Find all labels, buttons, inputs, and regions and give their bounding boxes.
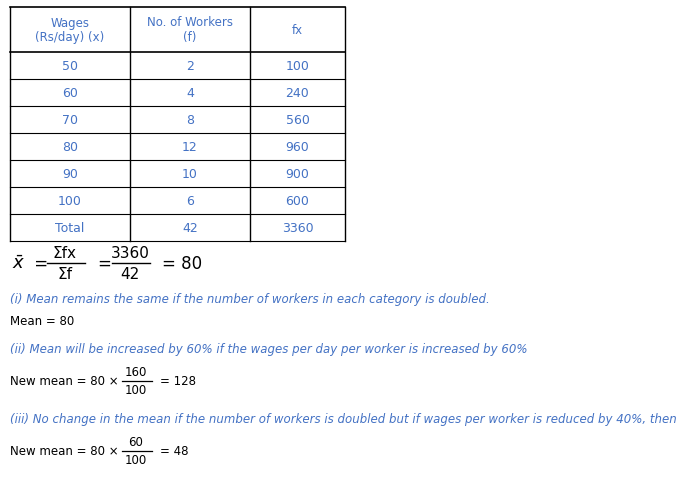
Text: Σf: Σf: [58, 267, 72, 282]
Text: 70: 70: [62, 114, 78, 127]
Text: 90: 90: [62, 167, 78, 181]
Text: =: =: [29, 255, 48, 272]
Text: 600: 600: [286, 195, 310, 208]
Text: 12: 12: [182, 141, 198, 154]
Text: 100: 100: [58, 195, 82, 208]
Text: Mean = 80: Mean = 80: [10, 315, 74, 328]
Text: Wages
(Rs/day) (x): Wages (Rs/day) (x): [35, 16, 105, 45]
Text: 100: 100: [125, 384, 147, 397]
Text: 3360: 3360: [111, 245, 149, 260]
Text: 560: 560: [286, 114, 310, 127]
Text: 42: 42: [182, 222, 198, 235]
Text: 900: 900: [286, 167, 310, 181]
Text: (iii) No change in the mean if the number of workers is doubled but if wages per: (iii) No change in the mean if the numbe…: [10, 413, 677, 425]
Text: 100: 100: [286, 60, 310, 73]
Text: Total: Total: [55, 222, 85, 235]
Text: (i) Mean remains the same if the number of workers in each category is doubled.: (i) Mean remains the same if the number …: [10, 293, 490, 306]
Text: 8: 8: [186, 114, 194, 127]
Text: 80: 80: [62, 141, 78, 154]
Text: = 128: = 128: [160, 375, 196, 388]
Text: 60: 60: [62, 87, 78, 100]
Text: 160: 160: [125, 366, 147, 378]
Text: = 80: = 80: [162, 255, 202, 272]
Text: 100: 100: [125, 454, 147, 467]
Text: =: =: [97, 255, 111, 272]
Text: 60: 60: [129, 436, 143, 449]
Text: New mean = 80 ×: New mean = 80 ×: [10, 445, 118, 457]
Text: 4: 4: [186, 87, 194, 100]
Text: New mean = 80 ×: New mean = 80 ×: [10, 375, 118, 388]
Text: 10: 10: [182, 167, 198, 181]
Text: (ii) Mean will be increased by 60% if the wages per day per worker is increased : (ii) Mean will be increased by 60% if th…: [10, 343, 528, 356]
Text: No. of Workers
(f): No. of Workers (f): [147, 16, 233, 45]
Text: 240: 240: [286, 87, 310, 100]
Text: = 48: = 48: [160, 445, 189, 457]
Text: 42: 42: [120, 267, 140, 282]
Text: 6: 6: [186, 195, 194, 208]
Text: fx: fx: [292, 24, 303, 37]
Text: 960: 960: [286, 141, 310, 154]
Text: 3360: 3360: [281, 222, 313, 235]
Text: 50: 50: [62, 60, 78, 73]
Text: Σfx: Σfx: [53, 245, 77, 260]
Text: 2: 2: [186, 60, 194, 73]
Text: $\bar{x}$: $\bar{x}$: [12, 255, 25, 272]
